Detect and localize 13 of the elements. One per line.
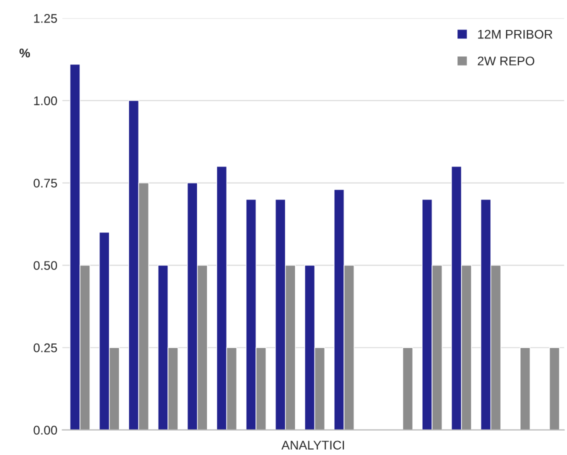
y-tick-label: 1.25 <box>34 14 57 23</box>
y-tick-label: 0.00 <box>34 426 58 435</box>
y-tick-label: 0.50 <box>34 261 58 270</box>
y-tick-label: 0.75 <box>34 178 57 188</box>
bar <box>402 347 414 430</box>
y-tick-label: 1.00 <box>34 96 58 106</box>
bar <box>520 347 530 430</box>
legend-label: 2W REPO <box>478 56 534 66</box>
y-tick-label: 0.25 <box>34 343 57 352</box>
x-axis-title: ANALYTICI <box>281 440 344 450</box>
legend-label: 12M PRIBOR <box>478 30 552 39</box>
bar <box>549 347 560 430</box>
y-axis-title: % <box>19 48 30 58</box>
